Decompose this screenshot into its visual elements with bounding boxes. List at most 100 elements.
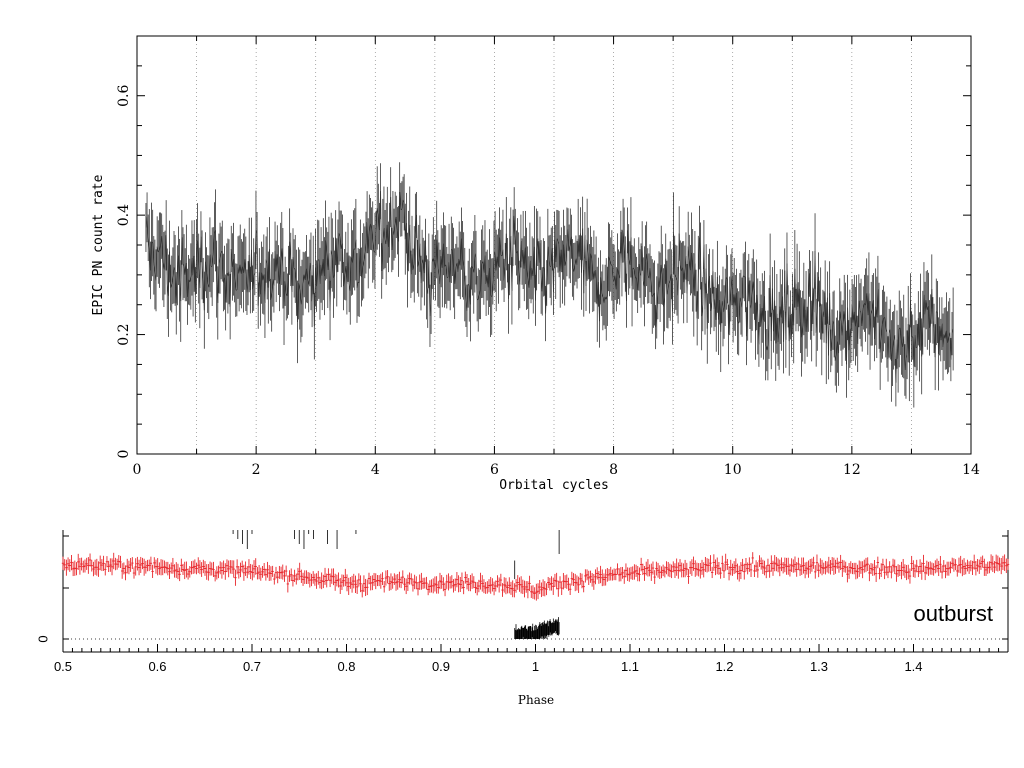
top-data-step bbox=[503, 265, 506, 281]
top-data-step bbox=[632, 267, 635, 270]
top-data-step bbox=[152, 243, 155, 266]
top-data-step bbox=[363, 252, 366, 262]
top-data-step bbox=[585, 239, 588, 287]
top-data-step bbox=[189, 276, 192, 283]
top-data-step bbox=[519, 241, 522, 285]
top-data-step bbox=[630, 237, 633, 286]
top-data-step bbox=[553, 239, 555, 292]
top-data-step bbox=[558, 244, 561, 272]
top-light-curve-panel: 0 2 4 6 8 10 12 14 0 0.2 0.4 0.6 Orbital cycles EP… bbox=[91, 35, 980, 493]
top-x-tick-label: 4 bbox=[371, 462, 380, 478]
top-data-step bbox=[233, 259, 236, 279]
top-data-step bbox=[175, 275, 178, 304]
top-data-step bbox=[870, 310, 873, 314]
outburst-annotation: outburst bbox=[914, 601, 994, 626]
top-data-step bbox=[528, 260, 531, 288]
top-x-tick-label: 0 bbox=[133, 462, 142, 478]
top-data-step bbox=[665, 258, 668, 295]
top-data-step bbox=[330, 250, 333, 256]
top-data-step bbox=[668, 280, 671, 284]
top-data-step bbox=[627, 230, 630, 260]
top-data-step bbox=[401, 199, 404, 209]
top-data-step bbox=[254, 229, 257, 274]
top-data-step bbox=[778, 306, 781, 331]
top-data-step bbox=[147, 237, 150, 249]
top-data-step bbox=[403, 202, 406, 240]
top-data-step bbox=[454, 266, 457, 284]
top-data-step bbox=[215, 230, 218, 280]
top-data-step bbox=[829, 293, 832, 351]
top-data-step bbox=[520, 241, 523, 262]
top-y-axis-title: EPIC PN count rate bbox=[91, 174, 106, 315]
top-data-step bbox=[383, 227, 386, 240]
top-data-step bbox=[343, 274, 346, 287]
top-data-step bbox=[292, 257, 295, 269]
top-data-step bbox=[588, 253, 591, 279]
top-data-step bbox=[393, 224, 396, 235]
top-data-step bbox=[261, 272, 264, 281]
top-data-step bbox=[547, 246, 550, 260]
top-data-step bbox=[546, 246, 549, 283]
top-data-step bbox=[595, 270, 598, 305]
top-data-step bbox=[399, 191, 402, 210]
top-data-step bbox=[646, 253, 649, 276]
top-data-step bbox=[469, 266, 472, 305]
top-data-step bbox=[774, 300, 777, 344]
top-data-step bbox=[514, 237, 517, 254]
top-x-tick-label: 8 bbox=[609, 462, 618, 478]
top-data-series bbox=[145, 162, 954, 408]
top-data-step bbox=[316, 260, 319, 287]
top-data-step bbox=[466, 284, 469, 311]
top-data-step bbox=[495, 256, 498, 271]
top-data-step bbox=[873, 300, 875, 339]
top-data-step bbox=[257, 272, 260, 306]
top-data-step bbox=[313, 267, 316, 327]
top-data-step bbox=[728, 305, 731, 335]
top-data-step bbox=[611, 265, 614, 279]
top-data-step bbox=[265, 259, 268, 264]
top-data-step bbox=[739, 297, 742, 303]
top-data-step bbox=[556, 238, 559, 242]
top-data-step bbox=[504, 233, 507, 266]
top-data-step bbox=[706, 288, 709, 329]
top-data-step bbox=[407, 241, 410, 271]
top-data-step bbox=[758, 303, 761, 345]
top-data-step bbox=[545, 282, 548, 314]
top-data-step bbox=[153, 265, 156, 275]
top-data-step bbox=[374, 233, 377, 251]
top-data-step bbox=[874, 306, 877, 339]
top-data-step bbox=[567, 229, 570, 252]
top-data-step bbox=[591, 258, 594, 280]
top-data-step bbox=[905, 354, 908, 359]
top-data-step bbox=[308, 262, 311, 285]
top-data-step bbox=[666, 288, 669, 295]
top-data-step bbox=[590, 253, 593, 259]
top-data-step bbox=[425, 240, 428, 288]
top-data-step bbox=[205, 261, 207, 273]
top-data-step bbox=[156, 246, 159, 253]
top-data-step bbox=[796, 283, 799, 307]
top-data-step bbox=[831, 320, 834, 338]
top-data-step bbox=[731, 276, 734, 308]
top-data-step bbox=[452, 249, 454, 268]
bottom-x-axis-title: Phase bbox=[518, 693, 554, 707]
top-data-step bbox=[811, 287, 814, 332]
top-data-step bbox=[788, 314, 791, 342]
top-data-step bbox=[484, 255, 487, 284]
top-data-step bbox=[491, 281, 494, 297]
top-data-step bbox=[150, 241, 152, 271]
top-data-step bbox=[218, 258, 221, 264]
top-data-step bbox=[701, 304, 704, 317]
top-x-tick-label: 10 bbox=[724, 462, 742, 478]
top-data-step bbox=[544, 268, 547, 314]
top-data-step bbox=[736, 292, 738, 322]
top-data-step bbox=[380, 191, 383, 271]
top-data-step bbox=[791, 303, 793, 336]
top-x-tick-label: 6 bbox=[490, 462, 499, 478]
top-x-axis-title: Orbital cycles bbox=[499, 478, 609, 493]
top-data-step bbox=[934, 311, 937, 358]
top-data-step bbox=[885, 329, 888, 333]
top-data-step bbox=[373, 250, 376, 253]
top-data-step bbox=[915, 346, 918, 349]
top-data-step bbox=[643, 261, 646, 287]
